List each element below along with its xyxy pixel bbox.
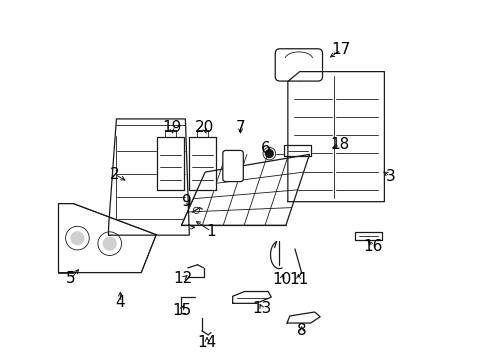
Text: 12: 12 bbox=[173, 271, 193, 286]
Text: 1: 1 bbox=[206, 224, 215, 239]
Text: 3: 3 bbox=[385, 168, 394, 184]
Circle shape bbox=[265, 150, 273, 158]
Circle shape bbox=[70, 231, 84, 245]
Text: 10: 10 bbox=[272, 272, 291, 287]
Text: 6: 6 bbox=[261, 141, 270, 156]
Text: 9: 9 bbox=[182, 194, 192, 209]
Polygon shape bbox=[284, 145, 311, 156]
Text: 16: 16 bbox=[362, 239, 382, 255]
Text: 5: 5 bbox=[66, 271, 76, 286]
Text: 17: 17 bbox=[331, 42, 350, 58]
Polygon shape bbox=[232, 292, 271, 303]
Text: 14: 14 bbox=[197, 335, 216, 350]
Text: 18: 18 bbox=[329, 137, 349, 152]
Text: 19: 19 bbox=[162, 120, 181, 135]
Text: 8: 8 bbox=[296, 323, 306, 338]
FancyBboxPatch shape bbox=[275, 49, 322, 81]
Text: 15: 15 bbox=[171, 302, 191, 318]
Polygon shape bbox=[189, 137, 216, 190]
Polygon shape bbox=[286, 312, 320, 323]
Polygon shape bbox=[181, 154, 309, 225]
Polygon shape bbox=[157, 137, 183, 190]
Text: 11: 11 bbox=[288, 272, 307, 287]
Polygon shape bbox=[108, 119, 189, 235]
Circle shape bbox=[102, 237, 117, 251]
FancyBboxPatch shape bbox=[223, 150, 243, 181]
Polygon shape bbox=[354, 233, 381, 240]
Text: 20: 20 bbox=[194, 120, 213, 135]
Text: 7: 7 bbox=[235, 120, 245, 135]
Text: 4: 4 bbox=[115, 295, 125, 310]
Polygon shape bbox=[287, 72, 384, 202]
Text: 2: 2 bbox=[109, 167, 119, 181]
Polygon shape bbox=[59, 204, 156, 273]
Text: 13: 13 bbox=[252, 301, 271, 316]
